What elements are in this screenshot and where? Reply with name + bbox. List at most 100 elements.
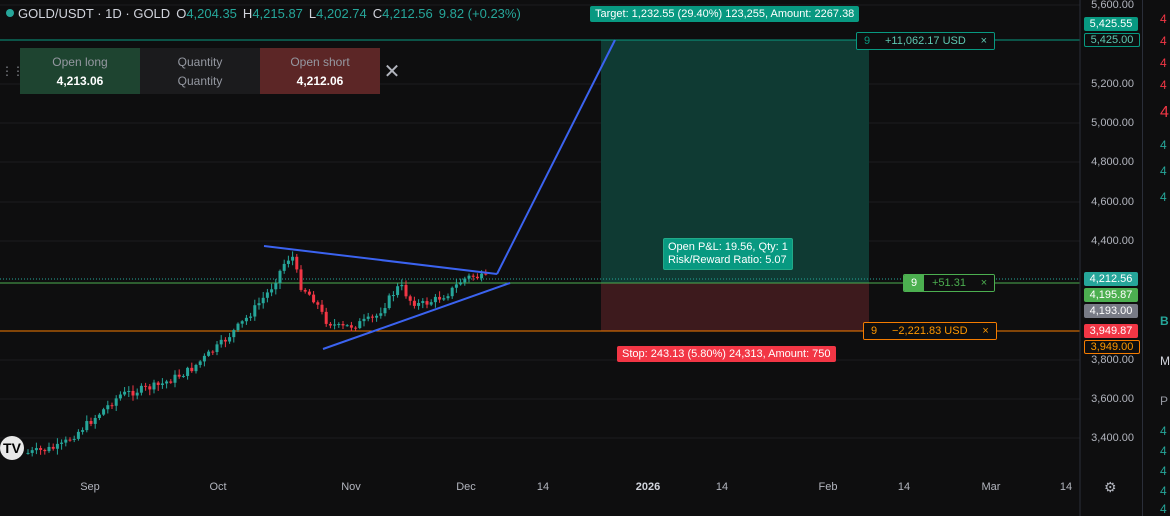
candle-body xyxy=(139,385,143,393)
price-label: 5,600.00 xyxy=(1091,0,1134,11)
candle-body xyxy=(194,364,198,372)
candle-body xyxy=(173,374,177,383)
candle-body xyxy=(85,421,89,431)
gear-icon[interactable]: ⚙ xyxy=(1104,479,1117,495)
watchlist-value: 4 xyxy=(1160,190,1167,204)
stop-price-tag: 3,949.87 xyxy=(1084,324,1138,338)
candle-body xyxy=(68,439,72,441)
time-label: 2026 xyxy=(635,481,661,493)
low-label: L xyxy=(308,5,317,21)
candle-body xyxy=(232,330,236,338)
candle-body xyxy=(110,405,114,407)
candle-body xyxy=(442,298,446,300)
pos-close-icon[interactable]: × xyxy=(973,275,994,291)
candle-body xyxy=(202,355,206,362)
candle-body xyxy=(257,303,261,306)
candle-body xyxy=(349,325,353,328)
last-price-tag: 4,212.56 xyxy=(1084,272,1138,286)
watchlist-value: P xyxy=(1160,394,1169,408)
watchlist-value: 4 xyxy=(1160,484,1167,498)
candle-body xyxy=(383,308,387,314)
candle-body xyxy=(450,287,454,297)
candle-body xyxy=(123,391,127,395)
candle-body xyxy=(39,448,43,450)
change-value: 9.82 (+0.23%) xyxy=(438,5,521,21)
candle-body xyxy=(412,300,416,306)
candle-body xyxy=(299,269,303,290)
sl-value: −2,221.83 USD xyxy=(884,323,976,339)
candle-body xyxy=(303,289,307,292)
candle-body xyxy=(152,382,156,390)
candle-body xyxy=(463,278,467,283)
candle-body xyxy=(127,390,131,392)
target-price-tag: 5,425.55 xyxy=(1084,17,1138,31)
candle-body xyxy=(211,351,215,353)
candle-body xyxy=(438,296,442,300)
high-label: H xyxy=(242,5,253,21)
open-value: 4,204.35 xyxy=(186,5,237,21)
price-label: 3,400.00 xyxy=(1091,432,1134,444)
entry-order-tag: 4,193.00 xyxy=(1084,304,1138,318)
candle-body xyxy=(475,276,479,279)
candle-body xyxy=(55,443,59,449)
tp-order-price-tag: 5,425.00 xyxy=(1084,33,1140,47)
right-sidebar xyxy=(1142,0,1170,516)
candle-body xyxy=(433,296,437,303)
candle-body xyxy=(249,316,253,318)
symbol-title[interactable]: GOLD/USDT · 1D · GOLD xyxy=(18,5,171,21)
sl-close-icon[interactable]: × xyxy=(975,323,996,339)
candle-body xyxy=(236,323,240,331)
open-short-button[interactable]: Open short 4,212.06 xyxy=(260,48,380,94)
watchlist-value: M xyxy=(1160,354,1170,368)
watchlist-value: 4 xyxy=(1160,444,1167,458)
candle-body xyxy=(417,302,421,306)
candle-body xyxy=(261,297,265,304)
stop-label: Stop: 243.13 (5.80%) 24,313, Amount: 750 xyxy=(617,346,836,362)
drag-handle-icon[interactable]: ⋮⋮ xyxy=(1,64,24,78)
time-label: Nov xyxy=(341,481,361,493)
order-panel: ⋮⋮ Open long 4,213.06 Quantity Quantity … xyxy=(1,48,404,94)
time-label: 14 xyxy=(897,481,911,493)
tp-close-icon[interactable]: × xyxy=(973,33,994,49)
candle-body xyxy=(97,414,101,418)
candle-body xyxy=(135,392,139,396)
candle-body xyxy=(454,284,458,288)
tp-qty: 9 xyxy=(857,33,877,49)
candle-body xyxy=(286,260,290,264)
candle-body xyxy=(467,275,471,279)
quantity-field[interactable]: Quantity Quantity xyxy=(140,48,260,94)
candle-body xyxy=(51,446,55,449)
close-value: 4,212.56 xyxy=(382,5,433,21)
candle-body xyxy=(76,431,80,439)
watchlist-value: 4 xyxy=(1160,424,1167,438)
candle-body xyxy=(425,301,429,305)
watchlist-value: 4 xyxy=(1160,56,1167,70)
candle-body xyxy=(446,296,450,299)
candle-body xyxy=(370,316,374,318)
candle-body xyxy=(60,442,64,444)
candle-body xyxy=(156,382,160,385)
stop-loss-tag[interactable]: 9 −2,221.83 USD × xyxy=(863,322,997,340)
trendline-upper xyxy=(263,245,498,275)
candle-body xyxy=(358,321,362,328)
take-profit-tag[interactable]: 9 +11,062.17 USD × xyxy=(856,32,995,50)
open-long-button[interactable]: Open long 4,213.06 xyxy=(20,48,140,94)
quantity-label: Quantity xyxy=(177,54,223,69)
time-label: Feb xyxy=(818,481,838,493)
quantity-input[interactable]: Quantity xyxy=(177,73,223,88)
close-icon[interactable]: ✕ xyxy=(383,60,401,83)
sl-qty: 9 xyxy=(864,323,884,339)
candle-body xyxy=(400,284,404,287)
open-long-price: 4,213.06 xyxy=(56,73,104,88)
candle-body xyxy=(291,256,295,261)
price-label: 3,600.00 xyxy=(1091,393,1134,405)
position-tag[interactable]: 9 +51.31 × xyxy=(903,274,995,292)
high-value: 4,215.87 xyxy=(252,5,303,21)
candle-body xyxy=(404,284,408,297)
candle-body xyxy=(165,381,169,384)
watchlist-value: 4 xyxy=(1160,464,1167,478)
candle-body xyxy=(169,381,173,383)
candle-body xyxy=(278,270,282,284)
watchlist-value: 4 xyxy=(1160,502,1167,516)
